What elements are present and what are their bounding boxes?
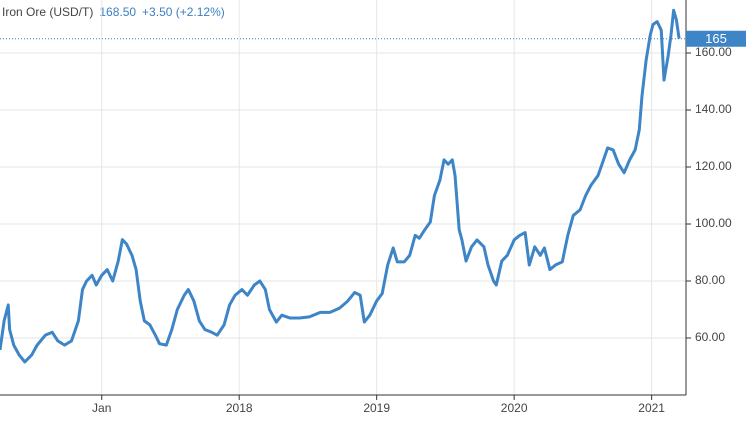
y-tick-label: 80.00: [695, 273, 725, 287]
price: 168.50: [99, 5, 136, 19]
x-tick-label: 2018: [226, 401, 253, 415]
chart-title: Iron Ore (USD/T): [2, 5, 93, 19]
x-tick-label: 2021: [638, 401, 665, 415]
change: +3.50 (+2.12%): [142, 5, 225, 19]
x-tick-label: Jan: [92, 401, 111, 415]
price-line: [0, 8, 681, 364]
y-tick-label: 140.00: [695, 102, 732, 116]
y-tick-label: 100.00: [695, 216, 732, 230]
y-tick-label: 120.00: [695, 159, 732, 173]
x-tick-label: 2020: [501, 401, 528, 415]
x-tick-label: 2019: [363, 401, 390, 415]
y-tick-label: 60.00: [695, 330, 725, 344]
y-tick-label: 160.00: [695, 45, 732, 59]
chart-header: Iron Ore (USD/T) 168.50 +3.50 (+2.12%): [2, 5, 225, 19]
last-value-label: 165: [705, 31, 727, 46]
last-value-box: [686, 30, 746, 47]
